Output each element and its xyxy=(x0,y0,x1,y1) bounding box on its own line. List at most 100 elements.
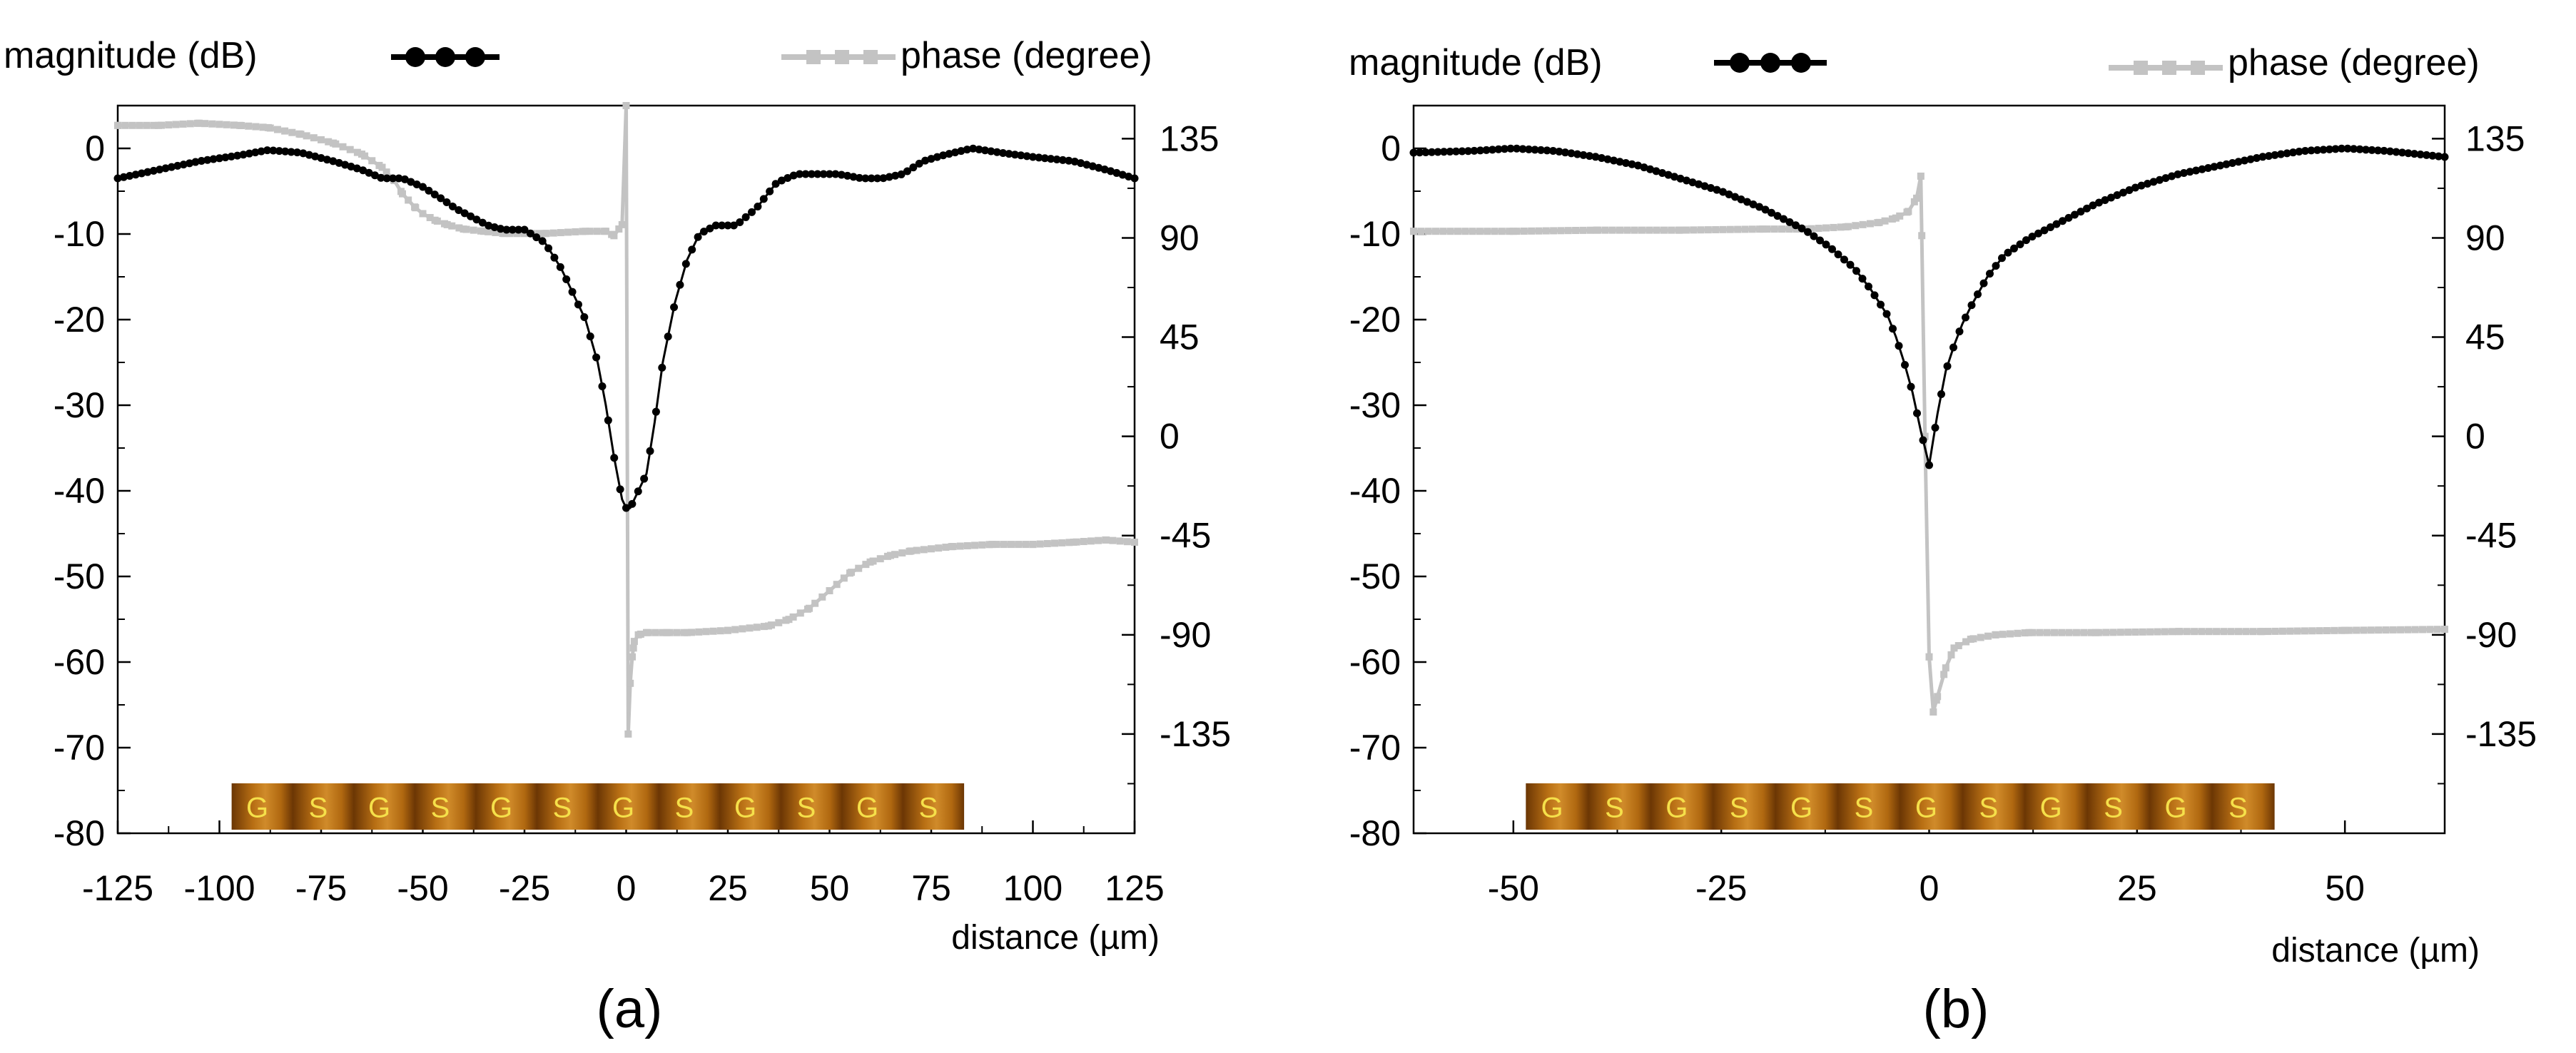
x-tick-label: -50 xyxy=(1488,868,1539,908)
phase-point xyxy=(624,730,632,738)
phase-point xyxy=(963,541,971,549)
magnitude-point xyxy=(2356,145,2364,153)
magnitude-point xyxy=(729,221,738,230)
magnitude-point xyxy=(843,171,852,180)
phase-point xyxy=(1065,539,1073,546)
phase-point xyxy=(1029,541,1037,549)
electrode-label: G xyxy=(1541,793,1563,824)
magnitude-point xyxy=(885,173,893,181)
phase-point xyxy=(1859,220,1867,228)
electrode-label: S xyxy=(431,793,450,824)
y-right-tick-label: -45 xyxy=(1160,516,1211,556)
magnitude-point xyxy=(1010,151,1019,159)
magnitude-point xyxy=(2350,145,2358,153)
phase-point xyxy=(2213,628,2221,636)
x-axis: -50 -25 0 25 50 xyxy=(1488,820,2365,908)
magnitude-point xyxy=(126,171,134,180)
phase-point xyxy=(2109,629,2117,636)
magnitude-point xyxy=(724,221,732,230)
phase-point xyxy=(629,644,637,652)
phase-point xyxy=(956,542,964,550)
phase-point xyxy=(2220,628,2228,636)
magnitude-point xyxy=(1058,156,1067,164)
magnitude-point xyxy=(2319,146,2328,154)
magnitude-point xyxy=(1986,270,1994,278)
electrode-label: S xyxy=(675,793,694,824)
magnitude-point xyxy=(2107,193,2115,202)
magnitude-point xyxy=(167,163,176,171)
phase-point xyxy=(1572,227,1580,235)
electrode-segment xyxy=(903,783,965,830)
phase-point xyxy=(2183,628,2191,636)
x-tick-label: 25 xyxy=(2117,868,2157,908)
magnitude-point xyxy=(1846,260,1855,269)
magnitude-point xyxy=(1768,208,1775,217)
magnitude-point xyxy=(2423,151,2430,159)
magnitude-point xyxy=(1804,228,1812,236)
x-tick-label: 50 xyxy=(2325,868,2365,908)
magnitude-point xyxy=(1501,145,1508,153)
electrode-label: S xyxy=(1605,793,1624,824)
magnitude-point xyxy=(287,148,295,156)
phase-point xyxy=(1557,227,1565,235)
phase-point xyxy=(2353,626,2361,634)
phase-point xyxy=(1690,226,1698,234)
legend-square-phase-3 xyxy=(863,50,878,64)
phase-point xyxy=(818,593,826,601)
electrode-label: G xyxy=(856,793,878,824)
magnitude-point xyxy=(2338,144,2346,153)
phase-point xyxy=(1102,536,1110,544)
electrode-segment xyxy=(1650,783,1714,830)
y-left-tick-label: -50 xyxy=(1349,556,1401,596)
phase-point xyxy=(1984,632,1992,640)
phase-point xyxy=(2025,629,2033,636)
phase-point xyxy=(988,541,996,549)
magnitude-point xyxy=(1907,382,1915,391)
electrode-segment xyxy=(293,783,355,830)
electrode-label: S xyxy=(309,793,328,824)
phase-point xyxy=(325,138,333,146)
phase-point xyxy=(339,143,347,151)
magnitude-point xyxy=(1573,150,1581,158)
magnitude-point xyxy=(1130,174,1139,183)
magnitude-point xyxy=(711,221,720,230)
phase-point xyxy=(2102,629,2110,636)
electrode-label: G xyxy=(1915,793,1937,824)
phase-line xyxy=(118,105,1135,734)
magnitude-point xyxy=(987,147,995,156)
magnitude-point xyxy=(1658,168,1666,177)
x-tick-label: 25 xyxy=(708,868,748,908)
magnitude-point xyxy=(305,151,313,159)
electrode-label: S xyxy=(797,793,816,824)
phase-point xyxy=(1913,194,1921,202)
magnitude-point xyxy=(2180,168,2188,177)
phase-point xyxy=(155,121,162,129)
x-tick-label: 75 xyxy=(911,868,951,908)
phase-point xyxy=(1116,537,1124,545)
magnitude-point xyxy=(448,202,457,210)
phase-point xyxy=(1080,538,1087,546)
magnitude-point xyxy=(1628,160,1636,168)
legend-dot-magnitude-2 xyxy=(1760,53,1780,73)
phase-point xyxy=(1564,227,1572,235)
magnitude-point xyxy=(1616,158,1624,166)
magnitude-point xyxy=(879,174,888,183)
phase-point xyxy=(907,547,915,555)
magnitude-point xyxy=(2204,163,2212,172)
magnitude-point xyxy=(508,225,517,234)
magnitude-point xyxy=(119,173,128,181)
magnitude-point xyxy=(1029,153,1037,161)
phase-point xyxy=(760,623,768,631)
magnitude-point xyxy=(173,161,182,170)
electrode-segment xyxy=(597,783,659,830)
phase-point xyxy=(789,613,797,621)
magnitude-point xyxy=(323,156,331,164)
magnitude-point xyxy=(2016,240,2024,248)
magnitude-point xyxy=(532,233,541,242)
phase-point xyxy=(622,102,630,109)
y-right-tick-label: 90 xyxy=(2465,218,2505,258)
magnitude-point xyxy=(269,146,278,155)
phase-point xyxy=(1058,539,1066,546)
magnitude-point xyxy=(1979,279,1988,288)
y-left-tick-label: -60 xyxy=(54,642,105,682)
